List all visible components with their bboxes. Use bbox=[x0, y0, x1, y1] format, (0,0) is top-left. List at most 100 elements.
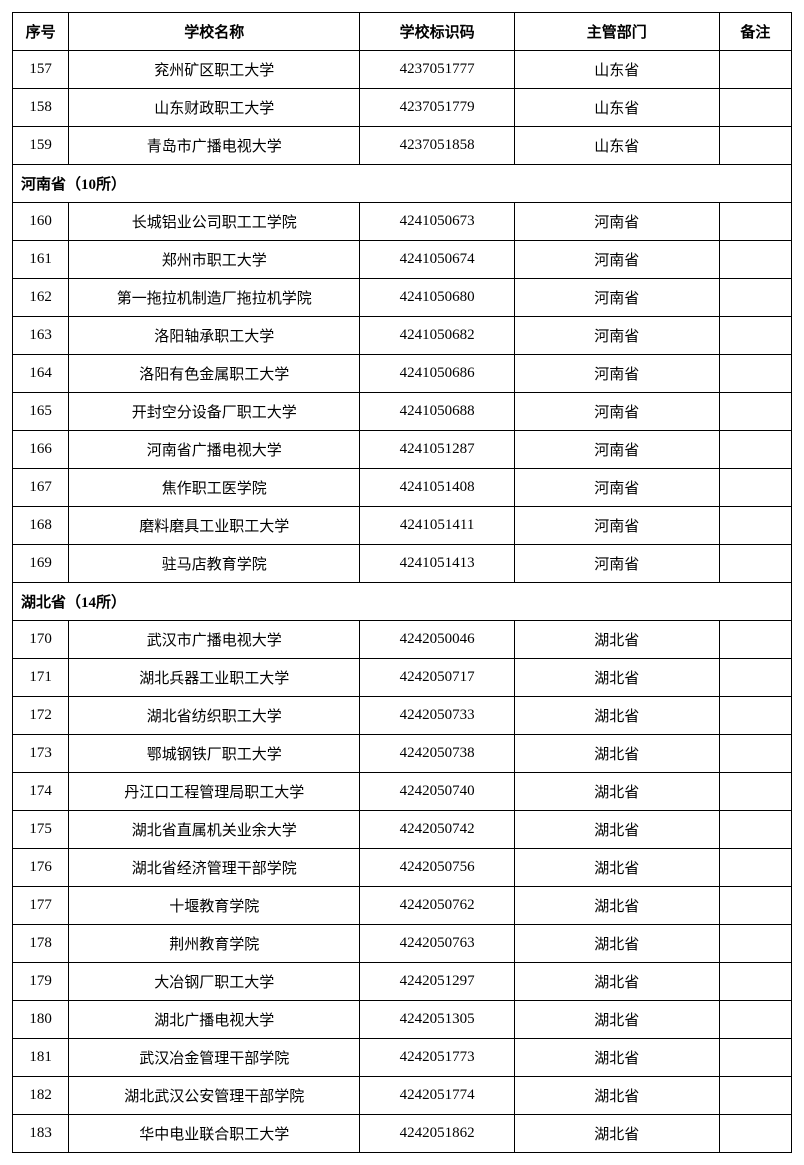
cell-note bbox=[719, 279, 791, 317]
cell-name: 磨料磨具工业职工大学 bbox=[69, 507, 360, 545]
cell-dept: 河南省 bbox=[514, 317, 719, 355]
cell-code: 4241050682 bbox=[360, 317, 515, 355]
table-row: 160长城铝业公司职工工学院4241050673河南省 bbox=[13, 203, 792, 241]
cell-seq: 175 bbox=[13, 811, 69, 849]
cell-seq: 179 bbox=[13, 963, 69, 1001]
cell-code: 4241050674 bbox=[360, 241, 515, 279]
cell-note bbox=[719, 127, 791, 165]
cell-name: 河南省广播电视大学 bbox=[69, 431, 360, 469]
cell-note bbox=[719, 393, 791, 431]
cell-code: 4242050046 bbox=[360, 621, 515, 659]
cell-code: 4241051411 bbox=[360, 507, 515, 545]
cell-seq: 173 bbox=[13, 735, 69, 773]
cell-code: 4241051408 bbox=[360, 469, 515, 507]
cell-dept: 河南省 bbox=[514, 241, 719, 279]
cell-seq: 181 bbox=[13, 1039, 69, 1077]
section-title: 河南省（10所） bbox=[13, 165, 792, 203]
cell-seq: 161 bbox=[13, 241, 69, 279]
cell-note bbox=[719, 469, 791, 507]
cell-note bbox=[719, 241, 791, 279]
table-row: 174丹江口工程管理局职工大学4242050740湖北省 bbox=[13, 773, 792, 811]
cell-name: 山东财政职工大学 bbox=[69, 89, 360, 127]
header-seq: 序号 bbox=[13, 13, 69, 51]
table-header-row: 序号 学校名称 学校标识码 主管部门 备注 bbox=[13, 13, 792, 51]
table-row: 178荆州教育学院4242050763湖北省 bbox=[13, 925, 792, 963]
cell-name: 湖北广播电视大学 bbox=[69, 1001, 360, 1039]
cell-dept: 湖北省 bbox=[514, 1115, 719, 1153]
cell-dept: 湖北省 bbox=[514, 925, 719, 963]
cell-note bbox=[719, 545, 791, 583]
cell-note bbox=[719, 887, 791, 925]
cell-dept: 河南省 bbox=[514, 355, 719, 393]
cell-code: 4241050680 bbox=[360, 279, 515, 317]
table-row: 169驻马店教育学院4241051413河南省 bbox=[13, 545, 792, 583]
cell-name: 开封空分设备厂职工大学 bbox=[69, 393, 360, 431]
cell-seq: 172 bbox=[13, 697, 69, 735]
cell-dept: 河南省 bbox=[514, 545, 719, 583]
cell-name: 郑州市职工大学 bbox=[69, 241, 360, 279]
cell-code: 4242050742 bbox=[360, 811, 515, 849]
cell-dept: 湖北省 bbox=[514, 849, 719, 887]
cell-note bbox=[719, 51, 791, 89]
table-row: 163洛阳轴承职工大学4241050682河南省 bbox=[13, 317, 792, 355]
cell-dept: 湖北省 bbox=[514, 735, 719, 773]
cell-name: 武汉市广播电视大学 bbox=[69, 621, 360, 659]
cell-dept: 河南省 bbox=[514, 393, 719, 431]
cell-code: 4241050688 bbox=[360, 393, 515, 431]
cell-seq: 180 bbox=[13, 1001, 69, 1039]
cell-name: 华中电业联合职工大学 bbox=[69, 1115, 360, 1153]
table-row: 170武汉市广播电视大学4242050046湖北省 bbox=[13, 621, 792, 659]
header-name: 学校名称 bbox=[69, 13, 360, 51]
cell-dept: 湖北省 bbox=[514, 621, 719, 659]
cell-seq: 162 bbox=[13, 279, 69, 317]
cell-note bbox=[719, 1077, 791, 1115]
cell-dept: 河南省 bbox=[514, 507, 719, 545]
cell-code: 4241051413 bbox=[360, 545, 515, 583]
cell-name: 荆州教育学院 bbox=[69, 925, 360, 963]
table-row: 177十堰教育学院4242050762湖北省 bbox=[13, 887, 792, 925]
table-row: 183华中电业联合职工大学4242051862湖北省 bbox=[13, 1115, 792, 1153]
cell-code: 4242050717 bbox=[360, 659, 515, 697]
cell-dept: 湖北省 bbox=[514, 1077, 719, 1115]
table-row: 172湖北省纺织职工大学4242050733湖北省 bbox=[13, 697, 792, 735]
table-row: 166河南省广播电视大学4241051287河南省 bbox=[13, 431, 792, 469]
cell-name: 洛阳有色金属职工大学 bbox=[69, 355, 360, 393]
cell-note bbox=[719, 507, 791, 545]
table-row: 159青岛市广播电视大学4237051858山东省 bbox=[13, 127, 792, 165]
cell-name: 第一拖拉机制造厂拖拉机学院 bbox=[69, 279, 360, 317]
cell-note bbox=[719, 697, 791, 735]
cell-name: 兖州矿区职工大学 bbox=[69, 51, 360, 89]
cell-seq: 167 bbox=[13, 469, 69, 507]
cell-dept: 湖北省 bbox=[514, 1001, 719, 1039]
cell-code: 4242051305 bbox=[360, 1001, 515, 1039]
cell-code: 4242050763 bbox=[360, 925, 515, 963]
cell-code: 4241051287 bbox=[360, 431, 515, 469]
cell-name: 丹江口工程管理局职工大学 bbox=[69, 773, 360, 811]
cell-seq: 176 bbox=[13, 849, 69, 887]
cell-name: 湖北省直属机关业余大学 bbox=[69, 811, 360, 849]
table-row: 171湖北兵器工业职工大学4242050717湖北省 bbox=[13, 659, 792, 697]
table-row: 180湖北广播电视大学4242051305湖北省 bbox=[13, 1001, 792, 1039]
cell-note bbox=[719, 431, 791, 469]
cell-seq: 158 bbox=[13, 89, 69, 127]
cell-dept: 山东省 bbox=[514, 51, 719, 89]
cell-code: 4237051777 bbox=[360, 51, 515, 89]
table-row: 158山东财政职工大学4237051779山东省 bbox=[13, 89, 792, 127]
table-row: 181武汉冶金管理干部学院4242051773湖北省 bbox=[13, 1039, 792, 1077]
cell-code: 4242051862 bbox=[360, 1115, 515, 1153]
cell-name: 长城铝业公司职工工学院 bbox=[69, 203, 360, 241]
cell-code: 4241050686 bbox=[360, 355, 515, 393]
cell-seq: 177 bbox=[13, 887, 69, 925]
cell-seq: 183 bbox=[13, 1115, 69, 1153]
cell-code: 4242051774 bbox=[360, 1077, 515, 1115]
header-dept: 主管部门 bbox=[514, 13, 719, 51]
cell-seq: 166 bbox=[13, 431, 69, 469]
cell-dept: 湖北省 bbox=[514, 773, 719, 811]
table-row: 162第一拖拉机制造厂拖拉机学院4241050680河南省 bbox=[13, 279, 792, 317]
cell-dept: 河南省 bbox=[514, 431, 719, 469]
cell-seq: 164 bbox=[13, 355, 69, 393]
table-row: 168磨料磨具工业职工大学4241051411河南省 bbox=[13, 507, 792, 545]
cell-note bbox=[719, 1039, 791, 1077]
cell-seq: 174 bbox=[13, 773, 69, 811]
cell-note bbox=[719, 735, 791, 773]
